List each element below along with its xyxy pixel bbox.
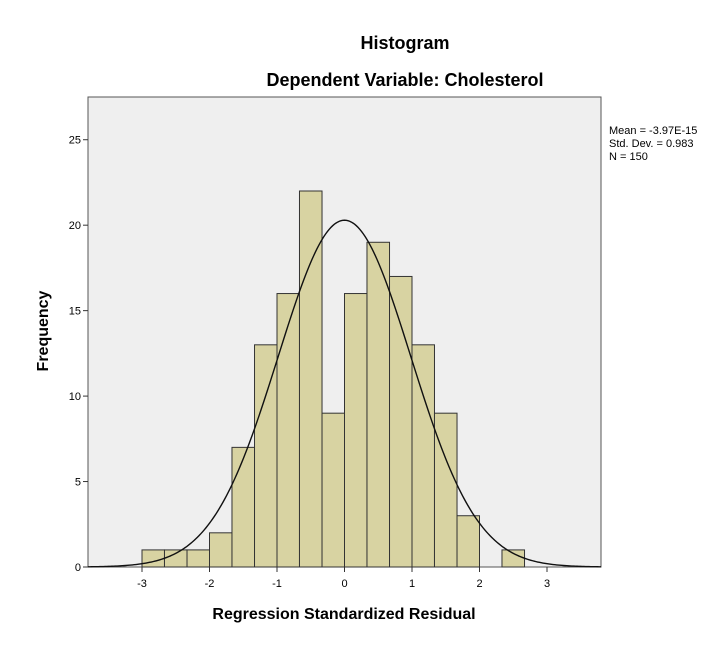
x-axis: -3 -2 -1 0 1 2 3 [137, 567, 550, 590]
histogram-bar [501, 549, 526, 568]
histogram-bar [433, 412, 458, 568]
x-tick-label: 1 [409, 578, 415, 590]
histogram-bar [163, 549, 188, 568]
stat-mean: Mean = -3.97E-15 [609, 125, 697, 137]
histogram-bar [366, 241, 391, 568]
y-axis: 0 5 10 15 20 25 [69, 135, 88, 574]
normal-curve [87, 219, 602, 568]
chart-subtitle: Dependent Variable: Cholesterol [266, 70, 543, 90]
x-tick-label: -1 [272, 578, 282, 590]
x-tick-label: 3 [544, 578, 550, 590]
histogram-bar [141, 549, 165, 568]
histogram-bar [389, 275, 413, 568]
histogram-bar [321, 412, 345, 568]
x-tick-label: -3 [137, 578, 147, 590]
histogram-bar [254, 344, 278, 568]
x-tick-label: 0 [341, 578, 347, 590]
histogram-bar [276, 293, 300, 568]
y-tick-label: 20 [69, 220, 81, 232]
histogram-bar [231, 446, 256, 568]
histogram-bar [209, 532, 233, 568]
x-tick-label: -2 [205, 578, 215, 590]
y-tick-label: 15 [69, 306, 81, 318]
y-tick-label: 25 [69, 135, 81, 147]
stat-std-dev: Std. Dev. = 0.983 [609, 138, 694, 150]
histogram-bar [298, 190, 323, 568]
chart-title: Histogram [360, 33, 449, 53]
y-tick-label: 0 [75, 562, 81, 574]
histogram-bar [456, 515, 480, 568]
histogram-bar [186, 549, 211, 568]
x-axis-title: Regression Standardized Residual [212, 606, 475, 623]
stat-n: N = 150 [609, 151, 648, 163]
histogram-bar [411, 344, 435, 568]
bars-group [141, 190, 526, 568]
x-tick-label: 2 [476, 578, 482, 590]
y-tick-label: 10 [69, 391, 81, 403]
y-axis-title: Frequency [35, 290, 52, 371]
histogram-bar [344, 293, 368, 568]
stats-box: Mean = -3.97E-15 Std. Dev. = 0.983 N = 1… [609, 125, 697, 163]
y-tick-label: 5 [75, 477, 81, 489]
